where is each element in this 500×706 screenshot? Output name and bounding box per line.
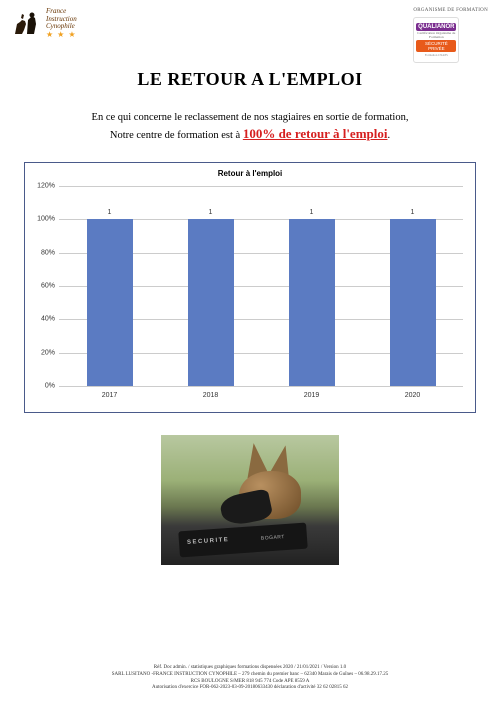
logo-stars: ★ ★ ★ — [46, 31, 77, 40]
certification-badge: QUALIANOR Certification Organisme de For… — [413, 17, 459, 63]
dog-photo: SECURITE BOGART — [161, 435, 339, 565]
ytick-label: 40% — [33, 316, 55, 323]
page-header: France Instruction Cynophile ★ ★ ★ ORGAN… — [0, 0, 500, 63]
page-footer: Réf. Doc admin. / statistiques graphique… — [0, 665, 500, 692]
ytick-label: 80% — [33, 249, 55, 256]
chart-container: Retour à l'emploi 0% 20% 40% 60% 80% 100% 120%… — [24, 162, 476, 413]
chart-title: Retour à l'emploi — [33, 169, 467, 178]
cert-foot: Formation CNAPS — [416, 53, 456, 57]
xtick-label: 2020 — [362, 392, 463, 399]
intro-line2-prefix: Notre centre de formation est à — [110, 130, 243, 141]
xtick-label: 2019 — [261, 392, 362, 399]
intro-highlight: 100% de retour à l'emploi — [243, 126, 388, 141]
bar — [289, 219, 335, 386]
intro-line2-suffix: . — [388, 130, 391, 141]
footer-l4: Autorisation d'exercice FOR-062-2023-03-… — [20, 685, 480, 692]
header-right: ORGANISME DE FORMATION QUALIANOR Certifi… — [413, 8, 488, 63]
ytick-label: 100% — [33, 216, 55, 223]
footer-l3: RCS BOULOGNE S/MER 818 945 774 Code APE … — [20, 679, 480, 686]
bar-value-label: 1 — [108, 209, 112, 216]
bar-slot: 1 — [59, 186, 160, 386]
cert-bottom: SÉCURITÉ PRIVÉE — [416, 40, 456, 52]
bar-slot: 1 — [362, 186, 463, 386]
bar — [188, 219, 234, 386]
bar-value-label: 1 — [310, 209, 314, 216]
ytick-label: 20% — [33, 349, 55, 356]
logo-left: France Instruction Cynophile ★ ★ ★ — [12, 8, 77, 40]
bar-slot: 1 — [261, 186, 362, 386]
dog-collar: SECURITE BOGART — [178, 523, 308, 558]
ytick-label: 0% — [33, 383, 55, 390]
chart-plot: 0%20%40%60%80%100%120% 1111 201720182019… — [59, 186, 463, 404]
collar-text-side: BOGART — [261, 534, 285, 542]
footer-l2: SARL LUSITANO -FRANCE INSTRUCTION CYNOPH… — [20, 672, 480, 679]
collar-text-main: SECURITE — [187, 537, 230, 546]
intro-line1: En ce qui concerne le reclassement de no… — [92, 112, 409, 123]
bar-value-label: 1 — [209, 209, 213, 216]
chart-bars: 1 1 1 1 — [59, 186, 463, 386]
cert-mid: Certification Organisme de Formation — [416, 32, 456, 40]
bar-value-label: 1 — [411, 209, 415, 216]
ytick-label: 120% — [33, 183, 55, 190]
footer-l1: Réf. Doc admin. / statistiques graphique… — [20, 665, 480, 672]
logo-silhouette-icon — [12, 10, 42, 38]
intro-paragraph: En ce qui concerne le reclassement de no… — [0, 110, 500, 144]
xtick-label: 2017 — [59, 392, 160, 399]
chart-xaxis: 2017201820192020 — [59, 386, 463, 404]
bar-slot: 1 — [160, 186, 261, 386]
cert-brand: QUALIANOR — [416, 23, 456, 31]
bar — [390, 219, 436, 386]
ytick-label: 60% — [33, 283, 55, 290]
xtick-label: 2018 — [160, 392, 261, 399]
org-type-label: ORGANISME DE FORMATION — [413, 8, 488, 13]
bar — [87, 219, 133, 386]
page-title: LE RETOUR A L'EMPLOI — [0, 69, 500, 90]
